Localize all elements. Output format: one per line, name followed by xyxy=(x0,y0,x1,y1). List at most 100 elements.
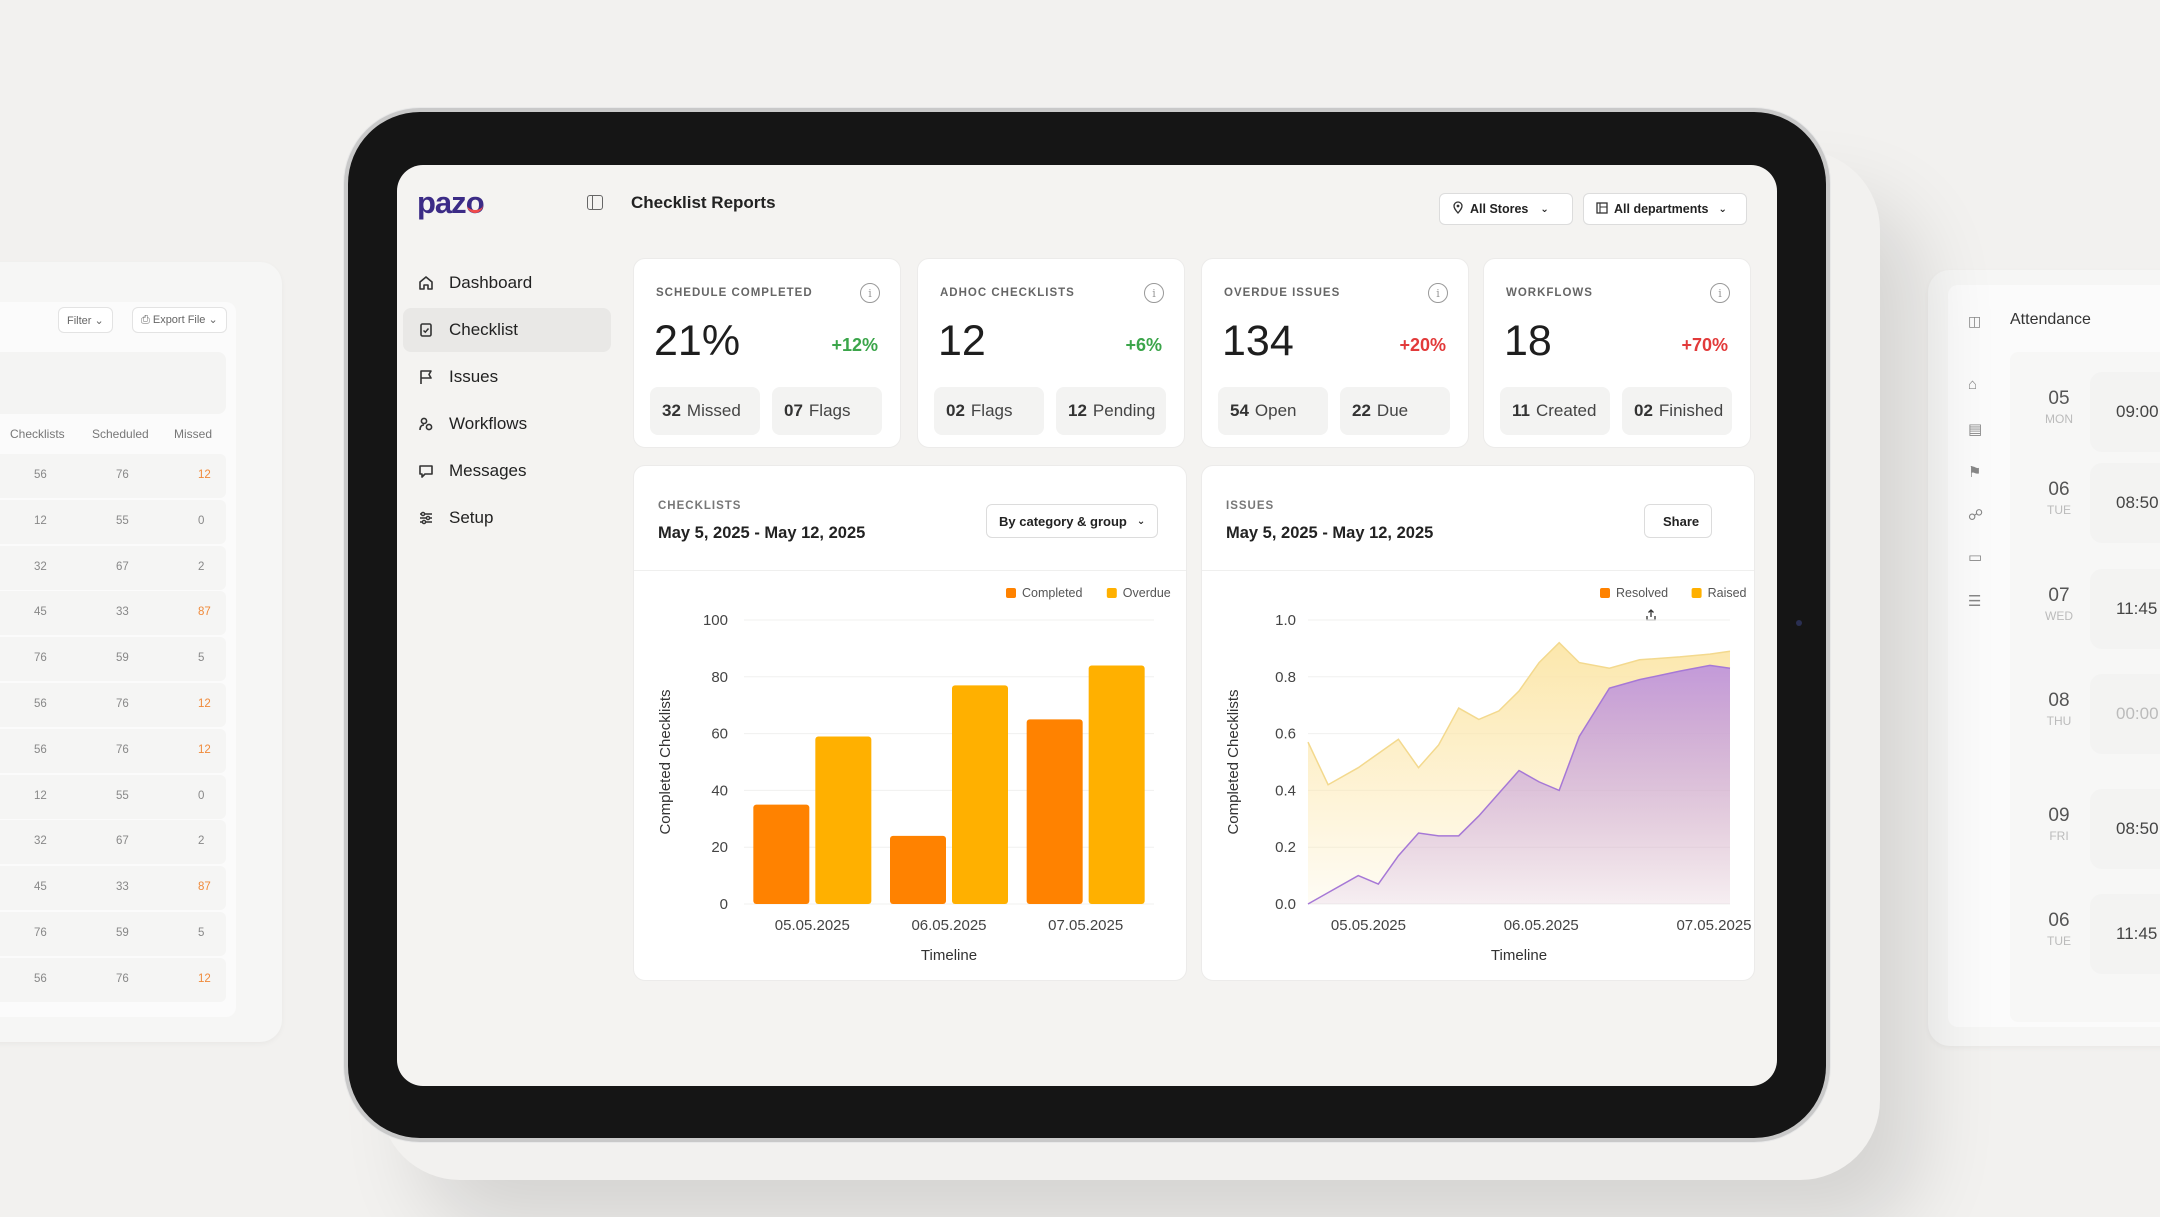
sidebar-item-dashboard[interactable]: Dashboard xyxy=(403,261,611,305)
x-tick-label: 05.05.2025 xyxy=(775,917,850,934)
checklist-icon[interactable]: ▤ xyxy=(1968,421,1983,438)
kpi-value: 12 xyxy=(938,317,986,365)
filter-button[interactable]: Filter ⌄ xyxy=(58,307,113,333)
table-row xyxy=(0,728,226,773)
table-cell: 76 xyxy=(116,743,129,756)
y-axis-title: Completed Checklists xyxy=(1225,689,1242,834)
attendance-time[interactable]: 00:00 xyxy=(2090,674,2160,754)
message-icon xyxy=(417,462,435,480)
info-icon[interactable]: i xyxy=(1710,283,1730,303)
kpi-sub-number: 12 xyxy=(1068,401,1087,420)
checklist-icon xyxy=(417,321,435,339)
kpi-value: 134 xyxy=(1222,317,1294,365)
y-tick-label: 80 xyxy=(711,669,728,686)
table-cell: 67 xyxy=(116,835,129,848)
sidebar-item-issues[interactable]: Issues xyxy=(403,355,611,399)
kpi-sub-stat: 12 Pending xyxy=(1056,387,1166,435)
table-cell: 55 xyxy=(116,789,129,802)
search-bar xyxy=(0,352,226,414)
sidebar-item-messages[interactable]: Messages xyxy=(403,449,611,493)
share-label: Share xyxy=(1663,513,1700,529)
info-icon[interactable]: i xyxy=(1428,283,1448,303)
checklists-bar-chart: Completed Overdue 0 20 40 60 80 100 05.05.2025 06… xyxy=(657,586,1171,964)
stores-filter-label: All Stores xyxy=(1470,202,1529,216)
sidebar-item-workflows[interactable]: Workflows xyxy=(403,402,611,446)
attendance-day: 07 WED xyxy=(2036,585,2082,623)
card-caption: CHECKLISTS xyxy=(658,500,742,512)
sidebar-item-label: Dashboard xyxy=(449,273,533,292)
attendance-time[interactable]: 08:50 xyxy=(2090,463,2160,543)
app-screen: pazo Dashboard Checklist Issues Workflow… xyxy=(397,165,1777,1086)
workflow-icon[interactable]: ☍ xyxy=(1968,507,1984,524)
table-row xyxy=(0,454,226,498)
table-row xyxy=(0,545,226,590)
legend-swatch xyxy=(1106,588,1117,598)
day-number: 08 xyxy=(2048,690,2070,711)
legend-label: Resolved xyxy=(1616,586,1668,600)
kpi-sub-stat: 22 Due xyxy=(1340,387,1450,435)
issues-area-chart: Resolved Raised 0.0 0.2 0.4 0.6 0.8 1.0 05.05.20… xyxy=(1225,586,1752,964)
export-file-button[interactable]: ⎙ Export File ⌄ xyxy=(132,307,227,333)
day-number: 05 xyxy=(2048,388,2070,409)
weekday-label: FRI xyxy=(2049,829,2069,843)
camera-dot xyxy=(1796,620,1802,626)
table-cell: 33 xyxy=(116,881,129,894)
attendance-day: 06 TUE xyxy=(2036,479,2082,517)
sliders-icon[interactable]: ☰ xyxy=(1968,593,1982,610)
kpi-sub-number: 54 xyxy=(1230,401,1249,420)
chevron-down-icon: ⌄ xyxy=(1136,515,1146,527)
sidebar-item-setup[interactable]: Setup xyxy=(403,496,611,540)
table-cell: 76 xyxy=(34,652,47,665)
logo[interactable]: pazo xyxy=(417,185,485,220)
legend-swatch xyxy=(1006,588,1016,598)
attendance-time[interactable]: 11:45 ... xyxy=(2090,894,2160,974)
kpi-sub-number: 02 xyxy=(1634,401,1653,420)
attendance-time[interactable]: 09:00 xyxy=(2090,372,2160,452)
bar xyxy=(1088,665,1145,904)
kpi-card-workflows: WORKFLOWS i 18 +70% 11 Created 02 Finished xyxy=(1483,258,1751,448)
legend-swatch xyxy=(1600,588,1610,598)
kpi-sub-label: Due xyxy=(1376,401,1409,420)
flag-icon[interactable]: ⚑ xyxy=(1968,464,1982,481)
table-cell: 45 xyxy=(34,881,47,894)
share-button[interactable]: Share xyxy=(1644,504,1713,621)
x-tick-label: 07.05.2025 xyxy=(1676,917,1751,934)
line-resolved xyxy=(1307,664,1731,905)
departments-filter-dropdown[interactable]: All departments ⌄ xyxy=(1583,193,1747,225)
kpi-delta: +6% xyxy=(1125,335,1162,355)
y-tick-label: 0 xyxy=(720,896,728,913)
kpi-label: OVERDUE ISSUES xyxy=(1224,287,1341,299)
message-icon[interactable]: ▭ xyxy=(1968,549,1983,566)
table-cell: 55 xyxy=(116,514,129,527)
table-cell: 56 xyxy=(34,743,47,756)
attendance-time[interactable]: 11:45 ... xyxy=(2090,569,2160,649)
stores-filter-dropdown[interactable]: All Stores ⌄ xyxy=(1439,193,1573,225)
table-cell: 32 xyxy=(34,560,47,573)
table-cell: 76 xyxy=(116,469,129,481)
group-by-dropdown[interactable]: By category & group ⌄ xyxy=(986,504,1159,538)
x-tick-label: 07.05.2025 xyxy=(1048,917,1123,934)
kpi-card-overdue-issues: OVERDUE ISSUES i 134 +20% 54 Open 22 Due xyxy=(1201,258,1469,448)
table-cell: 33 xyxy=(116,606,129,619)
sidebar-nav: Dashboard Checklist Issues Workflows Mes… xyxy=(403,261,611,543)
kpi-card-adhoc-checklists: ADHOC CHECKLISTS i 12 +6% 02 Flags 12 Pend… xyxy=(917,258,1185,448)
sidebar-toggle-icon[interactable] xyxy=(587,195,603,210)
sidebar-toggle-icon[interactable]: ◫ xyxy=(1968,313,1982,329)
y-tick-label: 0.4 xyxy=(1275,782,1296,799)
issues-chart-card: ISSUES May 5, 2025 - May 12, 2025 Share … xyxy=(1201,465,1755,981)
attendance-time[interactable]: 08:50 xyxy=(2090,789,2160,869)
kpi-sub-label: Missed xyxy=(686,401,741,420)
column-header: Checklists xyxy=(10,427,65,441)
sidebar-item-checklist[interactable]: Checklist xyxy=(403,308,611,352)
day-number: 09 xyxy=(2048,805,2070,826)
kpi-label: ADHOC CHECKLISTS xyxy=(940,287,1075,299)
table-cell: 56 xyxy=(34,469,47,481)
info-icon[interactable]: i xyxy=(1144,283,1164,303)
y-tick-label: 20 xyxy=(711,839,728,856)
home-icon[interactable]: ⌂ xyxy=(1968,376,1978,393)
table-cell: 87 xyxy=(198,881,211,894)
table-cell: 56 xyxy=(34,698,47,710)
info-icon[interactable]: i xyxy=(860,283,880,303)
kpi-sub-label: Open xyxy=(1254,401,1297,420)
y-tick-label: 0.2 xyxy=(1275,839,1296,856)
